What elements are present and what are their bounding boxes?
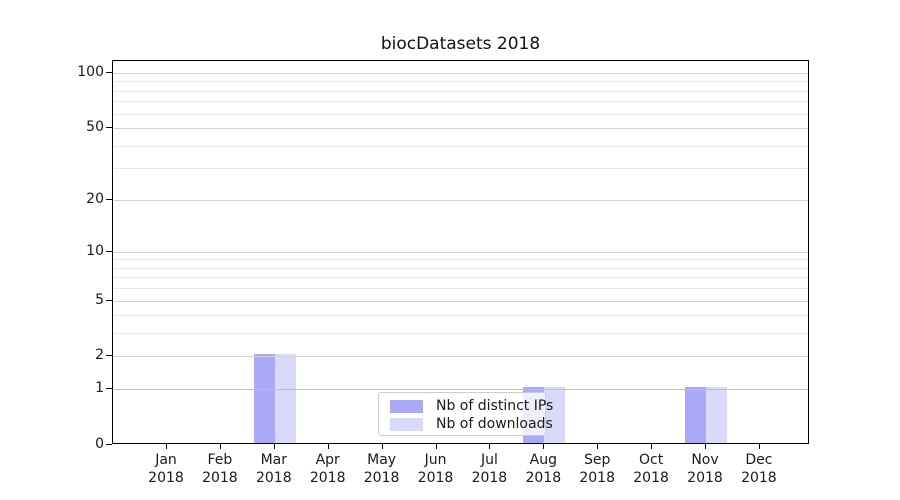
- x-tick-label: Mar 2018: [242, 451, 306, 487]
- x-tick-mark: [651, 444, 653, 449]
- x-tick-label: Aug 2018: [511, 451, 575, 487]
- y-tick-mark: [106, 388, 112, 390]
- x-tick-label: Apr 2018: [296, 451, 360, 487]
- legend-swatch-distinct-ips: [390, 399, 423, 413]
- y-tick-mark: [106, 250, 112, 252]
- x-tick-label: Feb 2018: [188, 451, 252, 487]
- x-tick-month: May: [367, 452, 397, 468]
- legend-item-distinct-ips: Nb of distinct IPs: [390, 397, 553, 415]
- x-tick-mark: [381, 444, 383, 449]
- x-tick-year: 2018: [741, 470, 777, 486]
- x-tick-mark: [327, 444, 329, 449]
- legend-label-distinct-ips: Nb of distinct IPs: [436, 398, 554, 414]
- x-tick-month: Dec: [745, 452, 773, 468]
- x-tick-mark: [273, 444, 275, 449]
- x-tick-month: Feb: [207, 452, 233, 468]
- y-tick-label: 0: [95, 436, 104, 452]
- y-tick-label: 1: [95, 380, 104, 397]
- legend: Nb of distinct IPs Nb of downloads: [378, 392, 553, 436]
- bar-distinct-ips: [253, 354, 275, 443]
- x-tick-month: Jul: [480, 452, 498, 468]
- x-tick-year: 2018: [633, 470, 669, 486]
- x-tick-month: Sep: [583, 452, 611, 468]
- x-tick-mark: [705, 444, 706, 449]
- x-tick-year: 2018: [363, 470, 400, 486]
- x-tick-mark: [758, 444, 760, 449]
- plot-area: [112, 60, 809, 444]
- chart-title: biocDatasets 2018: [380, 34, 541, 54]
- x-tick-mark: [597, 444, 599, 449]
- x-tick-mark: [543, 444, 545, 449]
- x-tick-year: 2018: [309, 470, 346, 486]
- y-tick-mark: [106, 198, 112, 200]
- x-tick-month: Jan: [155, 452, 177, 468]
- x-tick-label: Jul 2018: [457, 451, 521, 487]
- x-tick-label: Jan 2018: [134, 451, 198, 487]
- bars-layer: [113, 61, 808, 443]
- x-tick-year: 2018: [148, 470, 184, 486]
- x-tick-label: Dec 2018: [727, 451, 791, 487]
- y-tick-mark: [106, 355, 112, 357]
- x-tick-month: Jun: [424, 452, 447, 468]
- y-tick-label: 100: [77, 64, 104, 80]
- bar-downloads: [274, 354, 296, 443]
- x-tick-label: Nov 2018: [673, 451, 737, 487]
- x-tick-month: Apr: [315, 452, 340, 468]
- y-tick-mark: [106, 127, 112, 129]
- x-tick-year: 2018: [687, 470, 723, 486]
- x-tick-label: Jun 2018: [404, 451, 468, 487]
- bar-downloads: [706, 387, 727, 443]
- y-tick-label: 10: [86, 242, 104, 259]
- x-tick-mark: [219, 444, 221, 449]
- x-tick-month: Aug: [529, 452, 557, 468]
- x-tick-year: 2018: [525, 470, 562, 486]
- y-tick-mark: [106, 444, 112, 445]
- x-tick-label: Sep 2018: [565, 451, 629, 487]
- bar-distinct-ips: [685, 387, 706, 443]
- x-tick-month: Oct: [638, 452, 664, 468]
- x-tick-year: 2018: [579, 470, 615, 486]
- x-tick-year: 2018: [255, 470, 292, 486]
- legend-label-downloads: Nb of downloads: [436, 416, 553, 432]
- bar-downloads: [544, 387, 566, 443]
- x-tick-month: Nov: [691, 452, 719, 468]
- x-tick-month: Mar: [260, 452, 287, 468]
- x-tick-year: 2018: [202, 470, 238, 486]
- x-tick-year: 2018: [417, 470, 454, 486]
- y-tick-label: 2: [95, 347, 104, 364]
- x-tick-label: Oct 2018: [619, 451, 683, 487]
- legend-item-downloads: Nb of downloads: [390, 415, 553, 433]
- x-tick-mark: [489, 444, 491, 449]
- x-tick-label: May 2018: [350, 451, 414, 487]
- legend-swatch-downloads: [390, 417, 423, 431]
- y-tick-mark: [106, 72, 112, 73]
- y-tick-label: 5: [95, 291, 104, 308]
- y-tick-label: 20: [86, 190, 104, 207]
- x-tick-mark: [435, 444, 437, 449]
- x-tick-year: 2018: [471, 470, 508, 486]
- y-tick-label: 50: [86, 119, 104, 136]
- x-tick-mark: [166, 444, 167, 449]
- y-tick-mark: [106, 299, 112, 301]
